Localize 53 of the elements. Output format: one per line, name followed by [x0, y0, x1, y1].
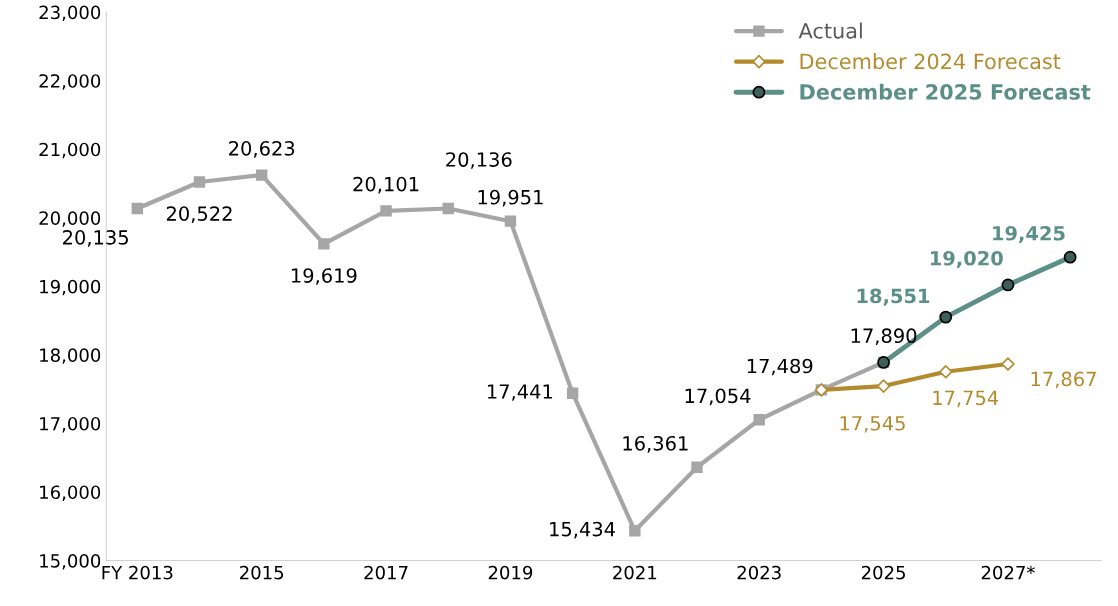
y-tick-label: 19,000 [40, 279, 101, 296]
data-label: 20,135 [63, 230, 128, 247]
data-label: 19,425 [993, 225, 1065, 244]
x-tick-label: 2023 [737, 565, 781, 580]
x-tick-label: 2021 [613, 565, 657, 580]
point [504, 215, 517, 227]
data-label: 20,522 [166, 206, 232, 223]
point [131, 202, 144, 215]
data-label: 15,434 [550, 521, 615, 539]
legend-label: December 2025 Forecast [800, 83, 1091, 100]
x-tick-label: 2015 [240, 565, 284, 580]
x-tick-label: 2027* [981, 565, 1035, 580]
point [939, 365, 953, 379]
data-label: 20,136 [446, 152, 512, 169]
point [691, 461, 703, 473]
x-tick-label: 2019 [488, 565, 533, 580]
data-label: 17,890 [851, 328, 917, 346]
data-label: 20,101 [353, 176, 419, 194]
y-tick-label: 17,000 [40, 416, 101, 433]
data-label: 18,551 [857, 288, 930, 306]
legend-label: December 2024 Forecast [800, 53, 1061, 70]
point [1001, 357, 1015, 371]
y-tick-label: 15,000 [40, 554, 101, 570]
point [193, 176, 206, 188]
y-tick-label: 23,000 [39, 5, 101, 22]
data-label: 20,623 [229, 141, 295, 158]
y-tick-label: 18,000 [40, 348, 101, 364]
point [318, 238, 330, 250]
data-label: 17,489 [747, 358, 813, 376]
point [380, 205, 392, 217]
x-tick-label: FY 2013 [102, 565, 173, 580]
y-tick-label: 22,000 [39, 74, 101, 90]
point [629, 525, 641, 537]
x-tick-label: 2017 [364, 565, 408, 580]
point [753, 414, 765, 426]
legend-label: Actual [798, 22, 862, 39]
data-label: 17,867 [1031, 371, 1096, 389]
data-label: 19,619 [291, 268, 357, 285]
point [442, 202, 454, 215]
data-label: 19,020 [930, 250, 1003, 269]
y-tick-label: 21,000 [39, 142, 101, 159]
y-tick-label: 16,000 [40, 485, 101, 501]
point [255, 169, 268, 181]
data-label: 16,361 [623, 435, 688, 453]
point [566, 387, 579, 399]
x-tick-label: 2025 [861, 565, 905, 580]
point [876, 379, 891, 393]
data-label: 19,951 [478, 189, 543, 207]
y-tick-label: 20,000 [39, 211, 101, 227]
data-label: 17,054 [685, 388, 751, 406]
data-label: 17,545 [840, 416, 905, 433]
data-label: 17,754 [933, 390, 999, 408]
data-label: 17,441 [487, 384, 553, 401]
